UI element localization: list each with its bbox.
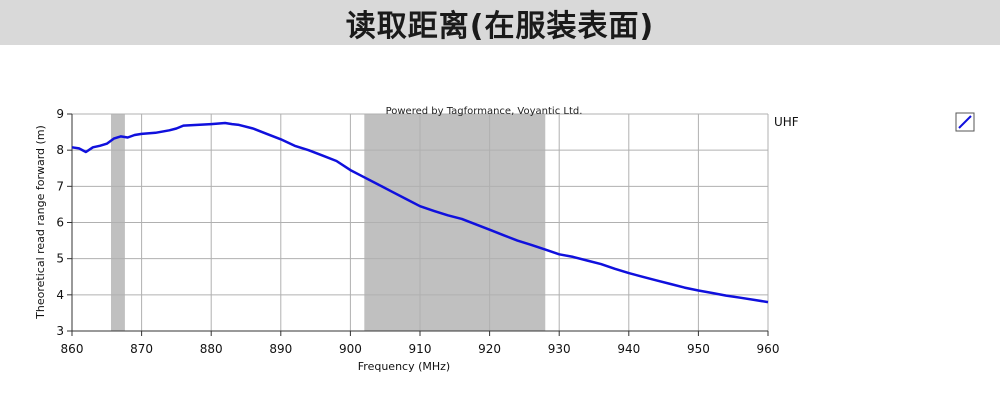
chart-credit: Powered by Tagformance, Voyantic Ltd. xyxy=(386,106,583,117)
y-tick-label: 5 xyxy=(56,252,64,266)
x-tick-label: 870 xyxy=(130,342,153,356)
y-tick-label: 3 xyxy=(56,324,64,338)
legend-series-label: UHF xyxy=(774,115,799,129)
x-tick-label: 890 xyxy=(269,342,292,356)
x-tick-label: 880 xyxy=(200,342,223,356)
x-tick-label: 900 xyxy=(339,342,362,356)
x-tick-label: 930 xyxy=(548,342,571,356)
page-title: 读取距离(在服装表面) xyxy=(345,8,655,44)
legend-swatch-line xyxy=(958,115,972,129)
x-tick-label: 860 xyxy=(61,342,84,356)
x-tick-label: 960 xyxy=(757,342,780,356)
x-tick-label: 940 xyxy=(617,342,640,356)
y-tick-label: 8 xyxy=(56,143,64,157)
title-bar: 读取距离(在服装表面) xyxy=(0,0,1000,45)
y-tick-label: 6 xyxy=(56,216,64,230)
y-tick-label: 7 xyxy=(56,179,64,193)
x-tick-label: 910 xyxy=(409,342,432,356)
y-tick-label: 4 xyxy=(56,288,64,302)
x-tick-label: 920 xyxy=(478,342,501,356)
x-tick-label: 950 xyxy=(687,342,710,356)
legend-toggle[interactable] xyxy=(955,112,975,132)
y-tick-label: 9 xyxy=(56,107,64,121)
series-line-0 xyxy=(71,121,769,304)
x-axis-label: Frequency (MHz) xyxy=(358,360,450,373)
y-axis-label: Theoretical read range forward (m) xyxy=(34,125,47,320)
